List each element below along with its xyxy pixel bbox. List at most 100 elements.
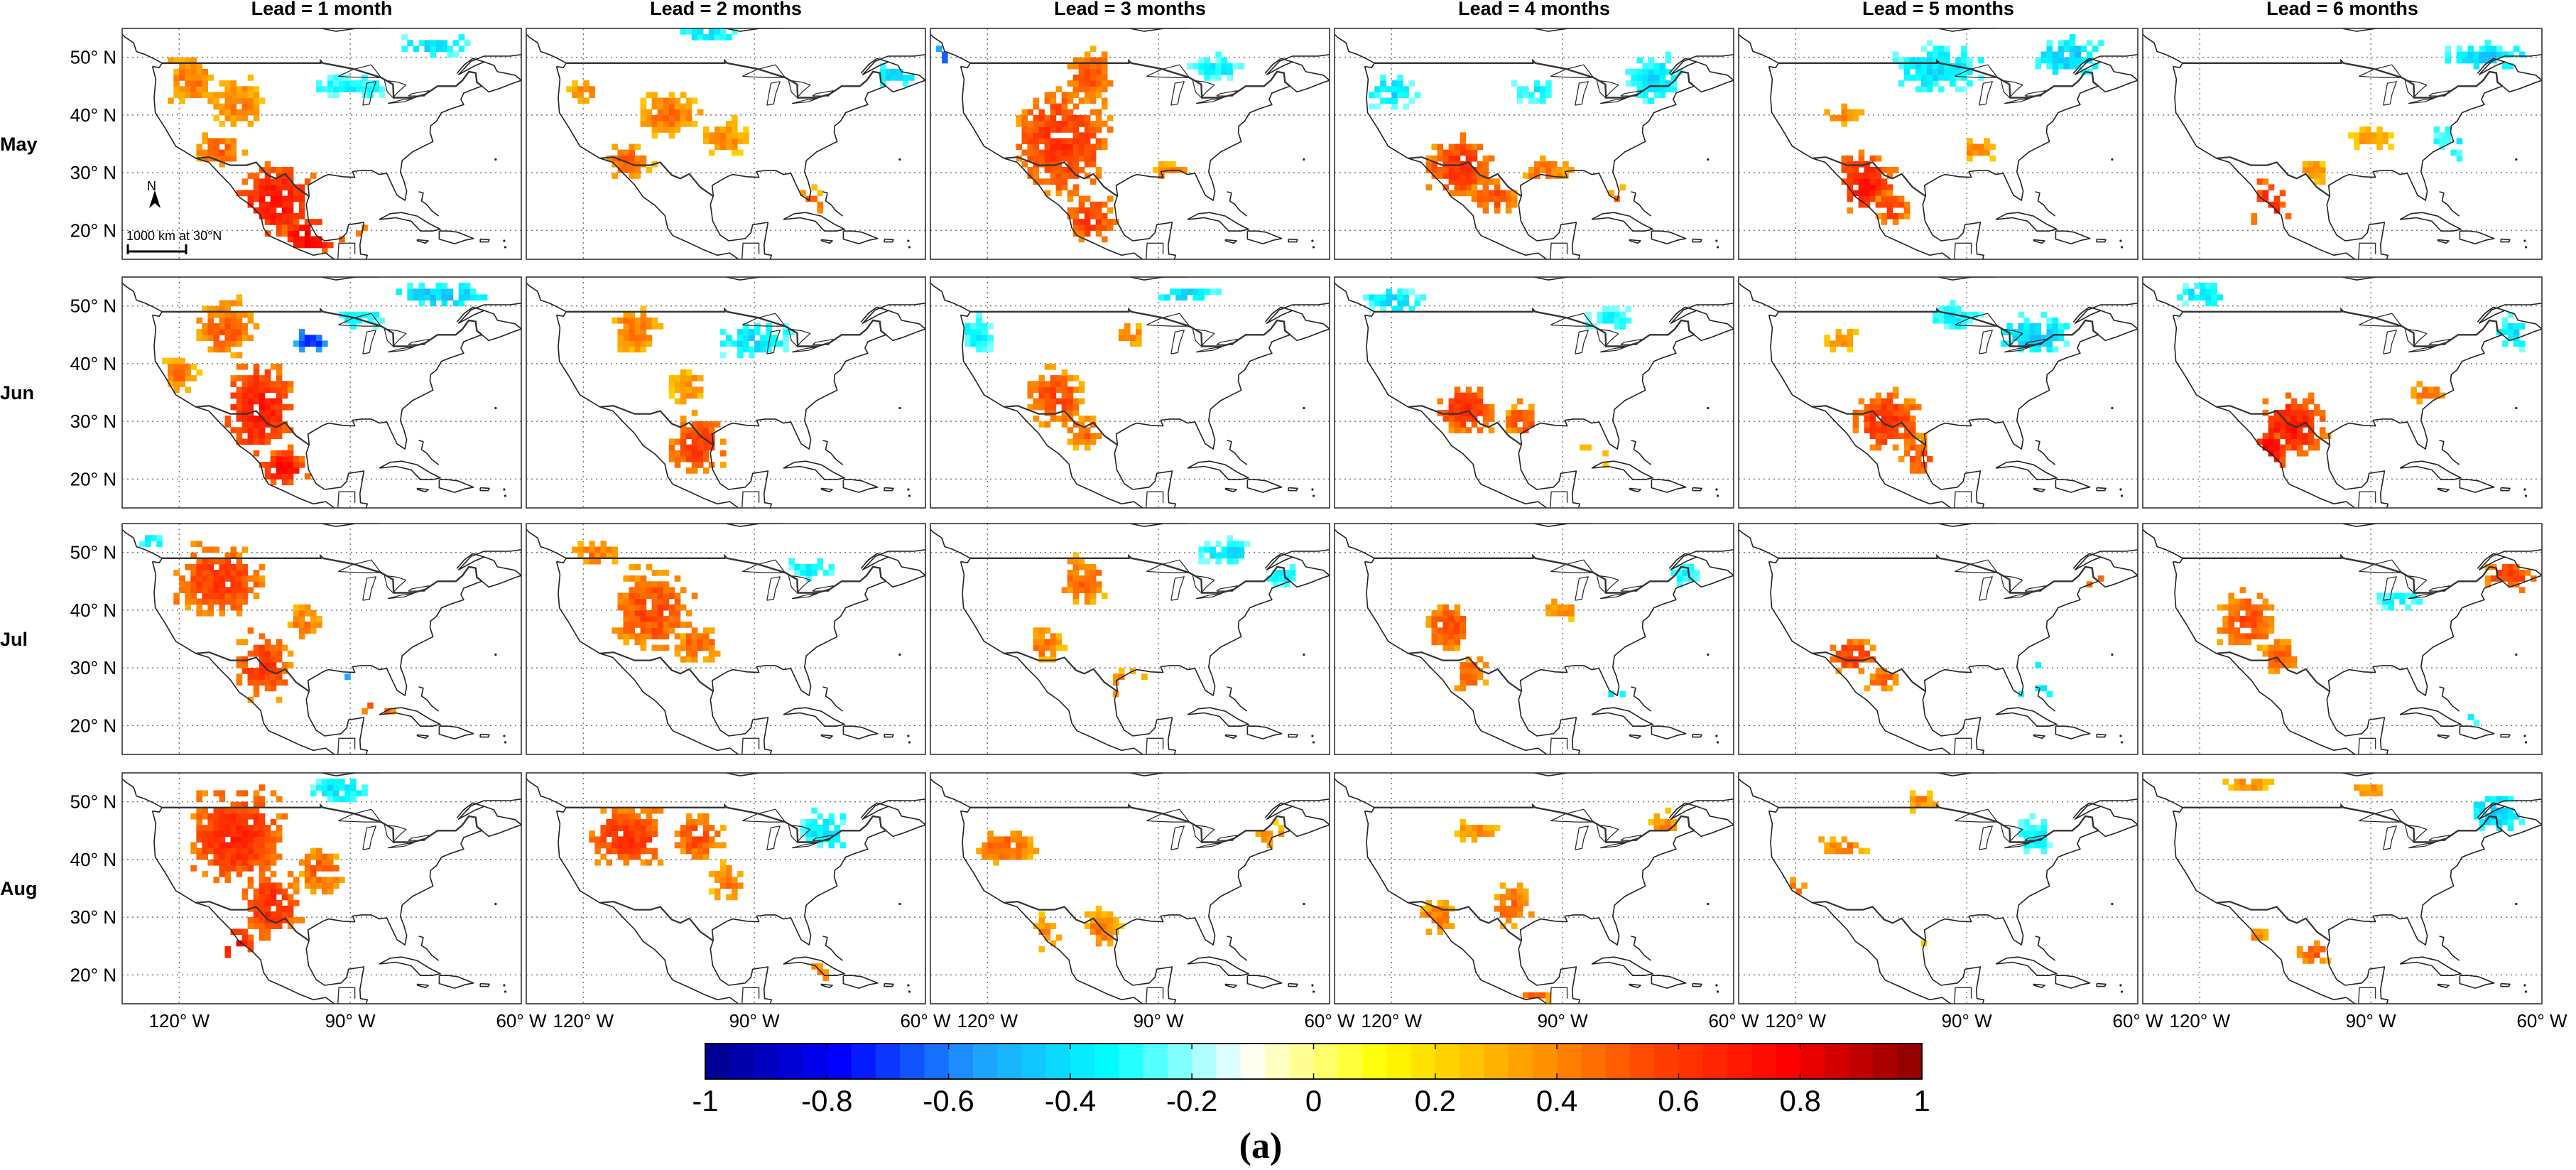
skill-cell	[1903, 427, 1911, 433]
skill-cell	[2040, 340, 2048, 347]
island-dot	[915, 770, 917, 772]
skill-cell	[1044, 421, 1051, 428]
skill-cell	[697, 455, 704, 462]
skill-cell	[2251, 627, 2258, 634]
skill-cell	[1676, 563, 1683, 570]
skill-cell	[612, 830, 618, 837]
skill-cell	[2080, 45, 2087, 53]
skill-cell	[577, 552, 584, 559]
skill-cell	[1448, 633, 1455, 640]
skill-cell	[1408, 80, 1415, 87]
skill-cell	[259, 392, 266, 399]
skill-cell	[828, 830, 835, 837]
skill-cell	[1869, 673, 1876, 680]
skill-cell	[1067, 558, 1074, 565]
skill-cell	[617, 853, 624, 860]
skill-cell	[1522, 173, 1529, 179]
skill-cell	[241, 656, 249, 663]
skill-cell	[458, 34, 465, 40]
island-dot	[1321, 765, 1323, 767]
skill-cell	[418, 288, 425, 295]
skill-cell	[822, 825, 830, 831]
skill-cell	[817, 190, 824, 197]
skill-cell	[1892, 416, 1899, 422]
skill-cell	[1619, 317, 1626, 324]
coastline	[416, 734, 429, 740]
skill-cell	[230, 570, 237, 576]
skill-cell	[253, 421, 260, 428]
skill-cell	[1437, 155, 1444, 162]
skill-cell	[2256, 195, 2263, 202]
us-mexico-border	[1408, 901, 1522, 942]
skill-cell	[1021, 121, 1028, 127]
skill-cell	[987, 340, 994, 347]
skill-cell	[1442, 155, 1450, 162]
skill-cell	[253, 363, 260, 370]
skill-cell	[651, 587, 658, 594]
skill-cell	[1425, 184, 1433, 191]
skill-cell	[2052, 329, 2059, 335]
skill-cell	[1915, 63, 1922, 70]
skill-cell	[1869, 398, 1876, 405]
skill-cell	[726, 132, 732, 139]
skill-cell	[702, 421, 710, 428]
skill-cell	[1920, 467, 1928, 474]
skill-cell	[1397, 92, 1403, 99]
skill-cell	[697, 462, 704, 468]
skill-cell	[685, 639, 692, 646]
skill-cell	[1050, 97, 1057, 104]
skill-cell	[1920, 75, 1928, 81]
skill-cell	[2239, 616, 2246, 622]
skill-cell	[2279, 433, 2286, 440]
skill-cell	[247, 427, 254, 433]
us-mexico-border	[599, 156, 714, 197]
skill-cell	[1067, 97, 1074, 104]
skill-cell	[754, 346, 761, 353]
skill-cell	[379, 86, 385, 92]
longitude-tick-labels: 120° W 90° W 60° W 120° W 90° W 60° W 120° W 90…	[149, 1010, 2567, 1031]
skill-cell	[190, 375, 197, 381]
skill-cell	[623, 317, 630, 324]
skill-cell	[1061, 369, 1068, 376]
coastline	[1631, 191, 1652, 217]
skill-cell	[1089, 224, 1097, 231]
skill-cell	[1471, 143, 1478, 151]
skill-cell	[828, 813, 835, 820]
skill-cell	[1881, 673, 1888, 680]
skill-cell	[1608, 317, 1614, 324]
skill-cell	[247, 173, 254, 179]
skill-cell	[1061, 416, 1068, 422]
skill-cell	[2467, 45, 2474, 53]
skill-cell	[230, 587, 237, 594]
skill-cell	[2097, 40, 2104, 46]
skill-cell	[1454, 627, 1461, 634]
skill-cell	[2262, 644, 2269, 651]
skill-cell	[646, 622, 653, 628]
skill-cell	[1084, 97, 1091, 104]
skill-cell	[1170, 288, 1176, 295]
great-lake-outline	[1170, 825, 1185, 850]
skill-cell	[1021, 109, 1028, 116]
skill-cell	[2445, 51, 2452, 58]
skill-cell	[202, 581, 208, 587]
skill-cell	[236, 409, 243, 416]
skill-cell	[2279, 462, 2286, 468]
us-mexico-border	[1812, 156, 1926, 197]
skill-cell	[1442, 184, 1450, 191]
skill-cell	[646, 323, 653, 330]
skill-cell	[168, 357, 174, 364]
coastline	[1227, 936, 1248, 961]
skill-cell	[344, 784, 351, 791]
skill-cell	[2052, 68, 2059, 75]
skill-cell	[196, 80, 202, 87]
skill-cell	[2217, 604, 2223, 611]
skill-cell	[2188, 294, 2195, 301]
skill-cell	[1101, 103, 1108, 110]
skill-cell	[1875, 668, 1882, 674]
coastline	[1631, 686, 1652, 712]
skill-cell	[253, 392, 260, 399]
skill-cell	[1078, 421, 1085, 428]
skill-cell	[623, 329, 630, 335]
skill-cell	[1864, 421, 1871, 428]
skill-cell	[185, 80, 191, 87]
